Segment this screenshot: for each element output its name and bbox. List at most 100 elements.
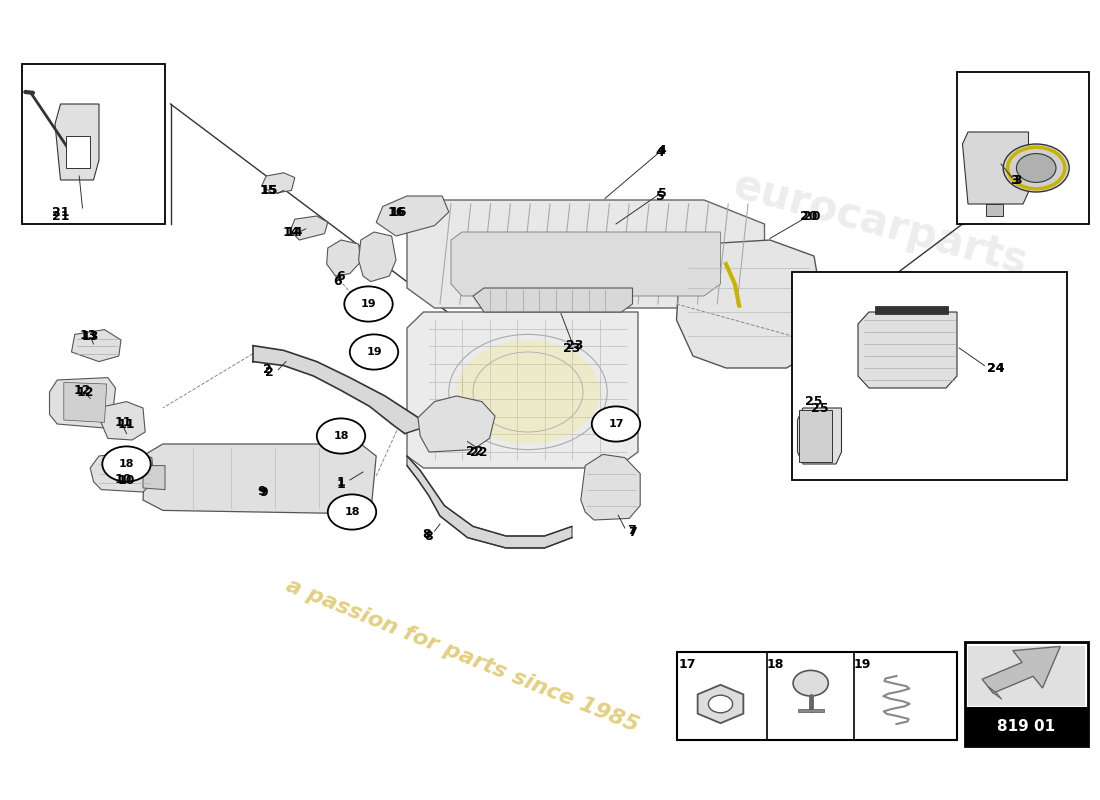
FancyBboxPatch shape [965, 707, 1088, 746]
Text: 5: 5 [658, 187, 667, 200]
FancyBboxPatch shape [968, 646, 1085, 706]
Text: 22: 22 [466, 445, 484, 458]
Circle shape [344, 286, 393, 322]
Polygon shape [143, 466, 165, 490]
Text: 16: 16 [389, 206, 407, 218]
Text: 21: 21 [52, 210, 69, 222]
Text: a passion for parts since 1985: a passion for parts since 1985 [283, 576, 641, 736]
FancyBboxPatch shape [957, 72, 1089, 224]
Polygon shape [799, 410, 832, 462]
Text: 2: 2 [265, 366, 274, 378]
Text: 19: 19 [366, 347, 382, 357]
Text: 23: 23 [565, 339, 583, 352]
Text: 24: 24 [987, 362, 1004, 374]
Text: 25: 25 [811, 402, 828, 414]
Text: 7: 7 [627, 524, 636, 537]
FancyBboxPatch shape [22, 64, 165, 224]
Text: 18: 18 [119, 459, 134, 469]
Text: 9: 9 [260, 486, 268, 498]
FancyBboxPatch shape [792, 272, 1067, 480]
Text: 11: 11 [118, 418, 135, 430]
Polygon shape [962, 132, 1028, 204]
Polygon shape [407, 200, 764, 308]
Polygon shape [262, 173, 295, 194]
Text: 19: 19 [361, 299, 376, 309]
Polygon shape [473, 288, 632, 312]
Text: 5: 5 [656, 190, 664, 202]
Polygon shape [72, 330, 121, 362]
Text: 15: 15 [260, 184, 277, 197]
FancyBboxPatch shape [965, 642, 1088, 746]
Text: 23: 23 [563, 342, 581, 354]
Text: 4: 4 [658, 144, 667, 157]
Polygon shape [90, 452, 154, 492]
Text: 8: 8 [425, 530, 433, 542]
Circle shape [317, 418, 365, 454]
Text: 7: 7 [628, 526, 637, 538]
Text: 6: 6 [337, 270, 345, 282]
Circle shape [350, 334, 398, 370]
Text: eurocarparts: eurocarparts [728, 165, 1032, 283]
Text: 1: 1 [337, 476, 345, 489]
Text: 13: 13 [79, 329, 97, 342]
Text: 6: 6 [333, 275, 342, 288]
Text: 12: 12 [77, 386, 95, 398]
Circle shape [592, 406, 640, 442]
Polygon shape [253, 346, 429, 434]
Polygon shape [418, 396, 495, 452]
Text: 15: 15 [261, 184, 278, 197]
Polygon shape [858, 312, 957, 388]
Polygon shape [676, 240, 820, 368]
Polygon shape [986, 204, 1003, 216]
Text: 4: 4 [656, 146, 664, 158]
Text: 10: 10 [114, 473, 132, 486]
Text: 16: 16 [387, 206, 405, 218]
Circle shape [708, 695, 733, 713]
Text: 20: 20 [800, 210, 817, 222]
Text: 22: 22 [470, 446, 487, 458]
Circle shape [793, 670, 828, 696]
Polygon shape [55, 104, 99, 180]
Text: 21: 21 [52, 206, 69, 218]
Text: 9: 9 [257, 485, 266, 498]
Text: 8: 8 [422, 528, 431, 541]
Circle shape [1016, 154, 1056, 182]
Polygon shape [982, 646, 1060, 693]
Text: 24: 24 [987, 362, 1004, 374]
Text: 17: 17 [608, 419, 624, 429]
Polygon shape [66, 136, 90, 168]
Text: 18: 18 [333, 431, 349, 441]
Circle shape [456, 340, 600, 444]
Text: 3: 3 [1013, 174, 1022, 186]
Text: 13: 13 [81, 330, 99, 342]
Polygon shape [64, 382, 107, 422]
Text: 819 01: 819 01 [998, 719, 1055, 734]
Text: 18: 18 [344, 507, 360, 517]
Text: 2: 2 [263, 363, 272, 376]
FancyBboxPatch shape [676, 652, 957, 740]
Polygon shape [798, 709, 824, 712]
Polygon shape [376, 196, 449, 236]
Text: 14: 14 [283, 226, 300, 238]
Text: 20: 20 [803, 210, 821, 222]
Text: 1: 1 [337, 478, 345, 490]
Polygon shape [407, 456, 572, 548]
Polygon shape [988, 686, 1002, 699]
Circle shape [1003, 144, 1069, 192]
Polygon shape [798, 408, 842, 464]
Polygon shape [451, 232, 720, 296]
Polygon shape [290, 216, 328, 240]
Text: 12: 12 [74, 384, 91, 397]
Text: 14: 14 [286, 226, 304, 238]
Text: 18: 18 [767, 658, 784, 670]
Polygon shape [50, 378, 116, 428]
Polygon shape [581, 454, 640, 520]
Text: 19: 19 [854, 658, 871, 670]
Circle shape [328, 494, 376, 530]
Polygon shape [407, 312, 638, 468]
Text: 10: 10 [118, 474, 135, 486]
Polygon shape [874, 306, 948, 314]
Text: 25: 25 [805, 395, 823, 408]
Polygon shape [327, 240, 361, 276]
Text: 3: 3 [1010, 174, 1019, 186]
